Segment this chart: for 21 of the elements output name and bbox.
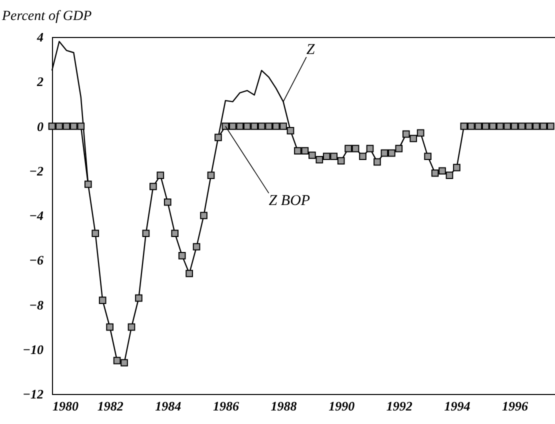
y-axis-title: Percent of GDP: [1, 9, 92, 24]
y-tick-label: −2: [29, 163, 44, 178]
x-tick-label: 1996: [502, 398, 529, 414]
x-tick-label: 1994: [444, 398, 471, 414]
text: Z: [306, 42, 316, 58]
y-tick-label: −6: [29, 252, 44, 268]
y-tick-label: 0: [37, 118, 44, 134]
text: Z BOP: [268, 193, 310, 210]
x-tick-label: 1986: [212, 398, 240, 414]
x-tick-label: 1990: [328, 398, 356, 414]
x-tick-label: 1992: [386, 398, 413, 414]
x-tick-label: 1982: [97, 398, 124, 414]
y-tick-label: −12: [22, 386, 44, 402]
y-tick-label: −8: [29, 297, 44, 312]
y-tick-label: −4: [29, 208, 44, 223]
y-tick-label: −10: [22, 342, 44, 357]
y-tick-label: 2: [36, 74, 44, 90]
x-tick-label: 1980: [52, 398, 79, 414]
y-tick-label: 4: [36, 30, 44, 44]
x-tick-label: 1988: [270, 398, 298, 414]
x-tick-label: 1984: [155, 398, 182, 414]
